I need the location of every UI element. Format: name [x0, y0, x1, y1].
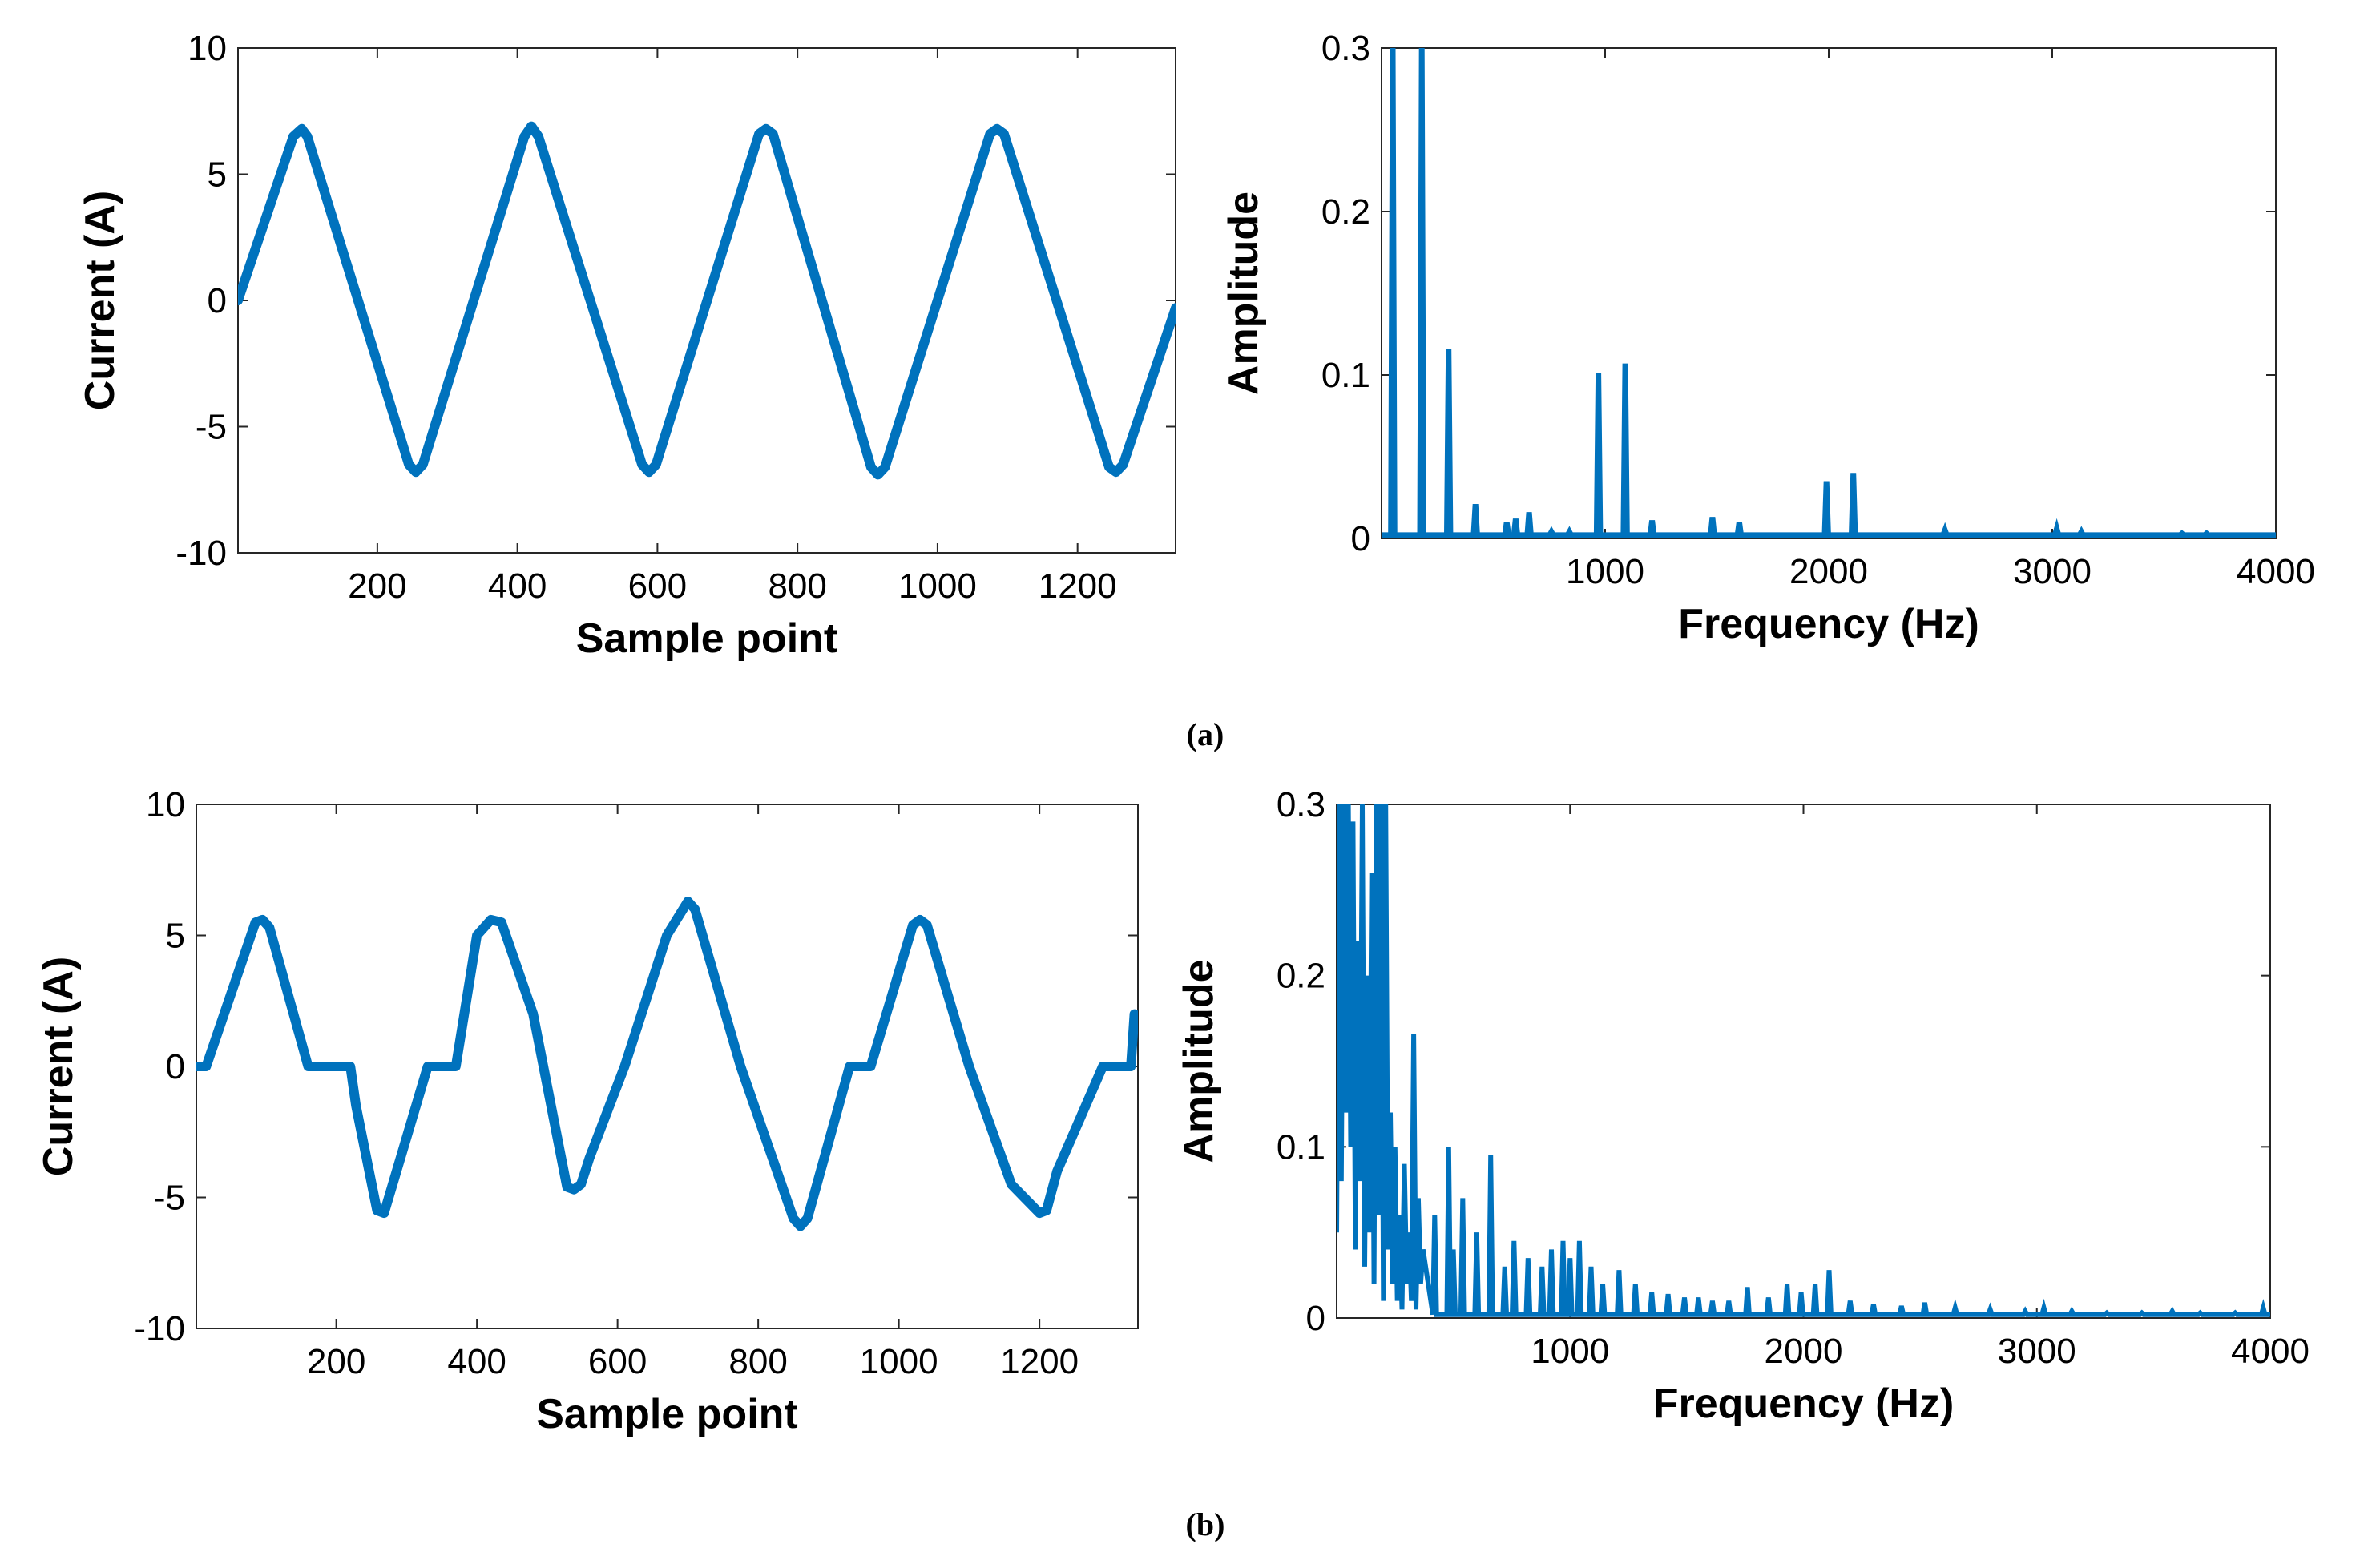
series-line — [238, 121, 1176, 480]
chart-b-spectrum: 1000 2000 3000 4000 0.3 0.2 0.1 0 Frequency (Hz)… — [1176, 785, 2310, 1427]
caption-a: (a) — [1187, 716, 1224, 752]
x-tick-label: 3000 — [1998, 1332, 2076, 1371]
series-line — [196, 897, 1138, 1231]
x-tick-label: 200 — [348, 566, 406, 606]
chart-a-spectrum: 1000 2000 3000 4000 0.3 0.2 0.1 0 Frequency (Hz)… — [1220, 29, 2315, 647]
y-tick-label: 0 — [1351, 519, 1370, 558]
y-axis-label: Amplitude — [1220, 191, 1267, 395]
x-tick-label: 4000 — [2231, 1332, 2310, 1371]
y-tick-label: 0.1 — [1277, 1127, 1325, 1167]
y-tick-label: 0.2 — [1321, 192, 1370, 232]
y-tick-label: -5 — [154, 1179, 185, 1218]
x-tick-label: 2000 — [1765, 1332, 1843, 1371]
x-axis-label: Sample point — [536, 1391, 797, 1437]
y-tick-label: -10 — [175, 534, 227, 573]
x-axis-label: Frequency (Hz) — [1653, 1381, 1955, 1427]
x-tick-label: 600 — [588, 1342, 647, 1381]
x-tick-label: 1200 — [1039, 566, 1117, 606]
chart-a-time: 200 400 600 800 1000 1200 10 5 0 -5 -10 Sample poin… — [77, 29, 1176, 662]
x-axis-label: Frequency (Hz) — [1678, 601, 1979, 647]
x-tick-label: 1000 — [860, 1342, 938, 1381]
chart-b-time: 200 400 600 800 1000 1200 10 5 0 -5 -10 Sample poin… — [35, 785, 1139, 1437]
y-tick-label: 5 — [166, 917, 185, 956]
x-tick-label: 200 — [307, 1342, 365, 1381]
x-axis-label: Sample point — [576, 615, 837, 662]
y-tick-label: 5 — [208, 155, 227, 195]
x-tick-label: 1200 — [1000, 1342, 1079, 1381]
y-axis-label: Current (A) — [77, 191, 123, 410]
y-axis-label: Current (A) — [35, 957, 82, 1176]
y-tick-label: 0.2 — [1277, 957, 1325, 996]
x-tick-label: 800 — [728, 1342, 787, 1381]
y-tick-label: 10 — [188, 29, 227, 68]
x-tick-label: 4000 — [2237, 552, 2315, 591]
y-tick-label: 0 — [208, 281, 227, 320]
x-tick-label: 800 — [768, 566, 826, 606]
y-tick-label: -5 — [196, 408, 227, 447]
plot-frame — [1381, 47, 2277, 539]
y-tick-label: 0.1 — [1321, 356, 1370, 395]
x-tick-label: 1000 — [898, 566, 977, 606]
y-tick-label: 10 — [146, 785, 185, 824]
x-tick-label: 600 — [628, 566, 687, 606]
y-tick-label: 0 — [166, 1047, 185, 1086]
series-line — [1337, 804, 2270, 1317]
caption-b: (b) — [1186, 1506, 1225, 1542]
x-tick-label: 400 — [447, 1342, 506, 1381]
y-tick-label: -10 — [134, 1309, 185, 1348]
y-axis-label: Amplitude — [1176, 959, 1222, 1163]
y-tick-label: 0.3 — [1277, 785, 1325, 824]
x-tick-label: 3000 — [2013, 552, 2092, 591]
x-tick-label: 1000 — [1566, 552, 1644, 591]
x-tick-label: 400 — [488, 566, 547, 606]
y-tick-label: 0 — [1306, 1299, 1325, 1338]
x-tick-label: 1000 — [1531, 1332, 1609, 1371]
x-tick-label: 2000 — [1789, 552, 1868, 591]
series-line — [1382, 47, 2276, 538]
y-tick-label: 0.3 — [1321, 29, 1370, 68]
